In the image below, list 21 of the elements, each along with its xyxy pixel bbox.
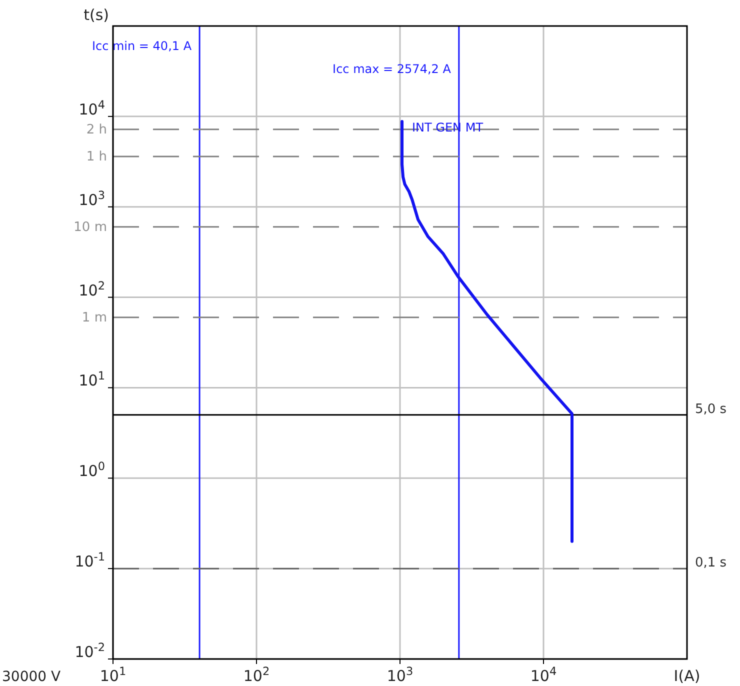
- ref-line-label: Icc max = 2574,2 A: [332, 62, 452, 76]
- y-tick-label: 10$^{1}$: [78, 369, 105, 390]
- y-tick-label: 10$^{3}$: [78, 188, 105, 209]
- ref-line-label: 5,0 s: [695, 402, 727, 417]
- y-tick-label: 10$^{-1}$: [74, 550, 105, 571]
- text: 30000 V: [2, 669, 61, 685]
- y-tick-label: 10$^{4}$: [78, 98, 105, 118]
- ref-line-label: 2 h: [86, 122, 107, 138]
- y-tick-label: 10$^{2}$: [78, 278, 105, 300]
- x-tick-label: 10$^{2}$: [243, 664, 270, 685]
- y-tick-label: 10$^{0}$: [78, 460, 105, 480]
- y-tick-label: 10$^{-2}$: [74, 640, 105, 661]
- x-tick-label: 10$^{3}$: [386, 664, 414, 685]
- x-axis-title: I(A): [674, 667, 700, 685]
- ref-line-label: 1 m: [82, 310, 107, 326]
- y-axis-title: t(s): [84, 6, 109, 24]
- x-tick-label: 10$^{4}$: [530, 664, 557, 685]
- ref-line-label: 1 h: [86, 150, 107, 165]
- x-tick-label: 10$^{1}$: [100, 664, 126, 685]
- ref-line-label: 0,1 s: [695, 556, 727, 571]
- ref-line-label: 10 m: [74, 220, 107, 235]
